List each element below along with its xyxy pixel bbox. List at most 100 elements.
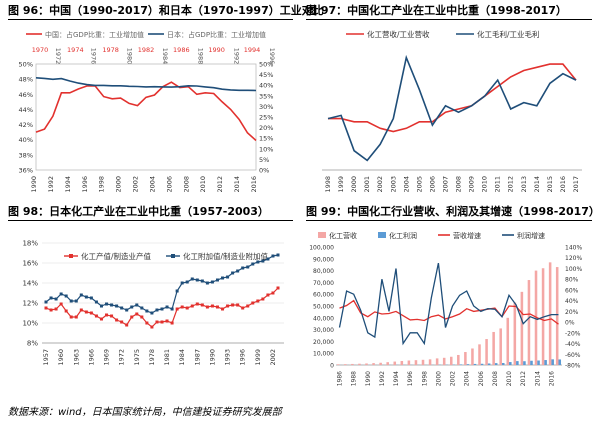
series-marker (79, 308, 83, 312)
x-tick-label: 2012 (520, 371, 527, 386)
bar-revenue (471, 348, 474, 365)
series-marker (190, 304, 194, 308)
x-tick-label: 2004 (402, 176, 410, 193)
y-tick-label: 16% (22, 260, 38, 268)
series-marker (256, 299, 260, 303)
bar-profit (494, 363, 498, 365)
series-marker (69, 299, 73, 303)
y-right-tick-label: 30% (259, 103, 273, 111)
x-tick-label: 1996 (81, 176, 89, 193)
series-marker (236, 269, 240, 273)
bar-profit (523, 361, 526, 365)
x-tick-label: 2006 (428, 176, 436, 193)
bar-revenue (372, 363, 375, 365)
top-tick-label: 1978 (102, 46, 119, 54)
series-marker (195, 302, 199, 306)
y-right-tick-label: 40% (259, 82, 273, 90)
series-marker (125, 323, 129, 327)
x-tick-label: 2002 (450, 371, 457, 386)
series-marker (205, 305, 209, 309)
series-marker (165, 319, 169, 323)
bar-revenue (492, 331, 495, 365)
x-tick-label: 2002 (269, 349, 277, 366)
top-tick-label: 1990 (208, 46, 225, 54)
bar-revenue (520, 291, 524, 365)
series-marker (226, 275, 230, 279)
series-line-1 (328, 63, 577, 133)
y-right-tick-label: 20% (565, 309, 579, 316)
bar-revenue (414, 360, 418, 365)
x-tick-label: 1993 (224, 349, 232, 366)
bar-revenue (386, 362, 389, 365)
bar-revenue (344, 364, 347, 365)
legend-marker-1 (69, 254, 73, 258)
y-right-tick-label: 0% (565, 320, 575, 327)
y-left-tick-label: 100,000 (309, 245, 334, 252)
figure-99-title: 图 99：中国化工行业营收、利润及其增速（1998-2017） (306, 205, 600, 218)
figure-96-svg: 中国：占GDP比重：工业增加值 日本：占GDP比重：工业增加值 1970 1974 19… (19, 30, 276, 193)
y-left-tick-label: 20,000 (313, 339, 334, 346)
x-tick-label: 2002 (132, 176, 140, 193)
bar-profit (487, 363, 491, 365)
plot-area (35, 63, 257, 171)
y-tick-label: 18% (22, 240, 38, 248)
series-marker (89, 311, 93, 315)
series-marker (120, 320, 124, 324)
bar-revenue (527, 280, 531, 365)
legend-label-2: 日本：占GDP比重：工业增加值 (167, 30, 266, 39)
x-tick-label: 2000 (435, 371, 442, 386)
y-tick-label: 10% (22, 320, 38, 328)
figure-96-underline (8, 19, 293, 20)
y-right-tick-label: 0% (259, 167, 269, 175)
x-tick-label: 2002 (376, 176, 384, 193)
y-right-tick-label: 35% (259, 92, 273, 100)
legend-marker-2 (171, 254, 175, 258)
x-tick-label: 2008 (182, 176, 190, 193)
bar-profit (544, 360, 547, 365)
series-marker (210, 280, 214, 284)
data-source-note: 数据来源：wind，日本国家统计局，中信建投证券研究发展部 (8, 407, 282, 418)
x-tick-label: 2000 (350, 176, 358, 193)
x-tick-label: 2006 (478, 371, 485, 386)
series-marker (246, 304, 250, 308)
series-marker (155, 320, 159, 324)
x-tick-label: 2012 (216, 176, 224, 193)
y-right-tick-label: 15% (259, 135, 273, 143)
series-marker (69, 315, 73, 319)
figure-96-title: 图 96：中国（1990-2017）和日本（1970-1997）工业对比 (8, 4, 324, 17)
y-right-tick-label: 100% (565, 266, 582, 273)
x-tick-label: 1960 (57, 349, 65, 366)
series-marker (84, 310, 88, 314)
y-right-tick-label: 5% (259, 156, 269, 164)
series-marker (261, 297, 265, 301)
top-tick-label-alt: 1992 (232, 48, 240, 65)
series-marker (266, 293, 270, 297)
series-marker (271, 291, 275, 295)
series-marker (276, 253, 280, 257)
series-marker (140, 315, 144, 319)
y-tick-label: 8% (27, 340, 38, 348)
bar-revenue (478, 344, 481, 365)
series-marker (241, 306, 245, 310)
series-marker (130, 305, 134, 309)
bar-revenue (513, 302, 517, 365)
series-marker (94, 300, 98, 304)
y-left-tick-label: 44% (19, 106, 33, 114)
bar-revenue (400, 360, 404, 365)
x-tick-label: 2015 (546, 176, 554, 193)
top-tick-label-alt: 1988 (197, 48, 205, 65)
figure-96-chart: 中国：占GDP比重：工业增加值 日本：占GDP比重：工业增加值 1970 1974 19… (8, 22, 293, 205)
x-tick-label: 2008 (455, 176, 463, 193)
series-marker (266, 257, 270, 261)
series-marker (130, 315, 134, 319)
x-tick-label: 2001 (363, 176, 371, 193)
top-tick-label: 1974 (67, 46, 84, 54)
bar-revenue (428, 359, 432, 365)
y-left-tick-label: 80,000 (313, 268, 334, 275)
x-tick-label: 2004 (464, 371, 471, 386)
series-marker (110, 314, 114, 318)
x-tick-label: 2007 (441, 176, 449, 193)
figure-99-svg: 化工营收 化工利润 营收增速 利润增速 0 10,000 20,000 30,000 40,00… (309, 231, 582, 386)
x-tick-label: 1996 (407, 371, 414, 386)
x-tick-label: 1998 (98, 176, 106, 193)
